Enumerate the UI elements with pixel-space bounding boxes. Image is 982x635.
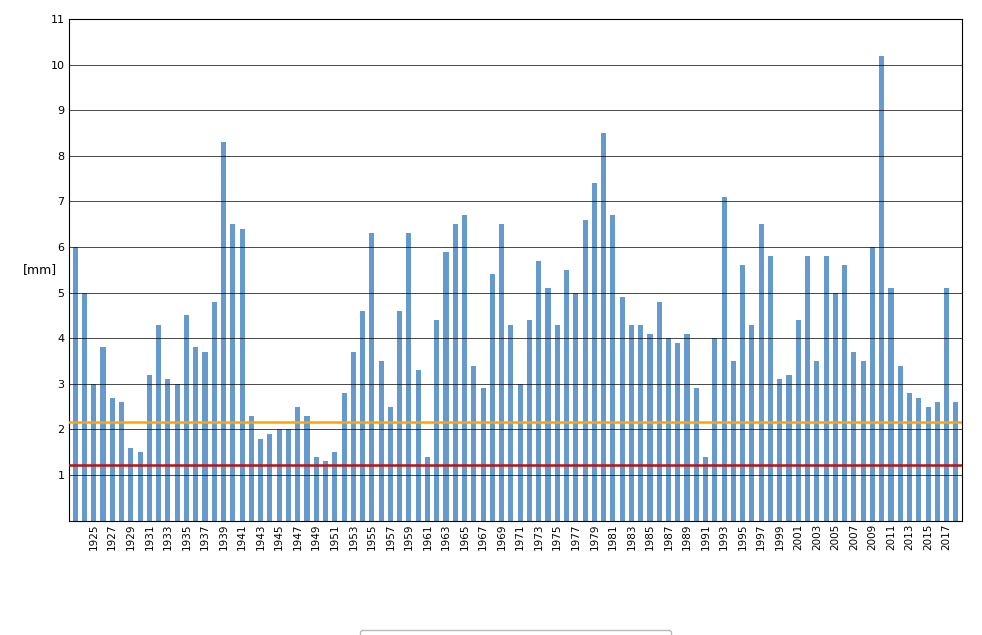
- Bar: [407, 234, 411, 521]
- Bar: [175, 384, 180, 521]
- Bar: [768, 256, 773, 521]
- Bar: [129, 448, 134, 521]
- Bar: [110, 398, 115, 521]
- Bar: [351, 352, 355, 521]
- Bar: [638, 324, 643, 521]
- Bar: [100, 347, 106, 521]
- Bar: [712, 338, 718, 521]
- Bar: [248, 416, 254, 521]
- Bar: [703, 457, 708, 521]
- Bar: [527, 320, 532, 521]
- Bar: [323, 462, 328, 521]
- Bar: [564, 270, 570, 521]
- Bar: [676, 343, 681, 521]
- Bar: [833, 293, 838, 521]
- Bar: [787, 375, 791, 521]
- Bar: [184, 316, 189, 521]
- Bar: [137, 452, 142, 521]
- Bar: [628, 324, 634, 521]
- Bar: [740, 265, 745, 521]
- Bar: [889, 288, 894, 521]
- Bar: [258, 439, 263, 521]
- Bar: [193, 347, 198, 521]
- Bar: [221, 142, 226, 521]
- Bar: [620, 297, 625, 521]
- Bar: [332, 452, 338, 521]
- Bar: [147, 375, 152, 521]
- Bar: [313, 457, 319, 521]
- Bar: [397, 311, 403, 521]
- Bar: [647, 334, 652, 521]
- Bar: [415, 370, 420, 521]
- Bar: [666, 338, 671, 521]
- Bar: [944, 288, 950, 521]
- Bar: [304, 416, 309, 521]
- Bar: [119, 402, 124, 521]
- Bar: [509, 324, 514, 521]
- Bar: [582, 220, 587, 521]
- Bar: [870, 247, 875, 521]
- Legend: Odtoková výška, Q355d, Q364d: Odtoková výška, Q355d, Q364d: [359, 631, 672, 635]
- Bar: [795, 320, 801, 521]
- Bar: [286, 429, 291, 521]
- Bar: [935, 402, 940, 521]
- Bar: [434, 320, 439, 521]
- Bar: [916, 398, 921, 521]
- Bar: [230, 224, 236, 521]
- Bar: [490, 274, 495, 521]
- Bar: [369, 234, 374, 521]
- Bar: [898, 366, 902, 521]
- Bar: [471, 366, 476, 521]
- Bar: [684, 334, 689, 521]
- Bar: [592, 184, 597, 521]
- Bar: [601, 133, 606, 521]
- Bar: [240, 229, 245, 521]
- Bar: [360, 311, 365, 521]
- Bar: [851, 352, 856, 521]
- Bar: [453, 224, 458, 521]
- Bar: [536, 261, 541, 521]
- Bar: [611, 215, 616, 521]
- Bar: [805, 256, 810, 521]
- Bar: [480, 389, 486, 521]
- Bar: [814, 361, 819, 521]
- Bar: [824, 256, 829, 521]
- Bar: [693, 389, 699, 521]
- Bar: [73, 247, 78, 521]
- Bar: [518, 384, 522, 521]
- Bar: [82, 293, 87, 521]
- Y-axis label: [mm]: [mm]: [23, 264, 57, 276]
- Bar: [731, 361, 736, 521]
- Bar: [212, 302, 217, 521]
- Bar: [296, 406, 300, 521]
- Bar: [879, 55, 884, 521]
- Bar: [462, 215, 467, 521]
- Bar: [777, 379, 783, 521]
- Bar: [925, 406, 931, 521]
- Bar: [342, 393, 347, 521]
- Bar: [722, 197, 727, 521]
- Bar: [388, 406, 393, 521]
- Bar: [657, 302, 662, 521]
- Bar: [165, 379, 171, 521]
- Bar: [545, 288, 551, 521]
- Bar: [444, 251, 449, 521]
- Bar: [156, 324, 161, 521]
- Bar: [91, 384, 96, 521]
- Bar: [843, 265, 847, 521]
- Bar: [267, 434, 272, 521]
- Bar: [907, 393, 912, 521]
- Bar: [555, 324, 560, 521]
- Bar: [954, 402, 958, 521]
- Bar: [573, 293, 578, 521]
- Bar: [759, 224, 764, 521]
- Bar: [749, 324, 754, 521]
- Bar: [860, 361, 866, 521]
- Bar: [277, 429, 282, 521]
- Bar: [379, 361, 384, 521]
- Bar: [202, 352, 207, 521]
- Bar: [425, 457, 430, 521]
- Bar: [499, 224, 504, 521]
